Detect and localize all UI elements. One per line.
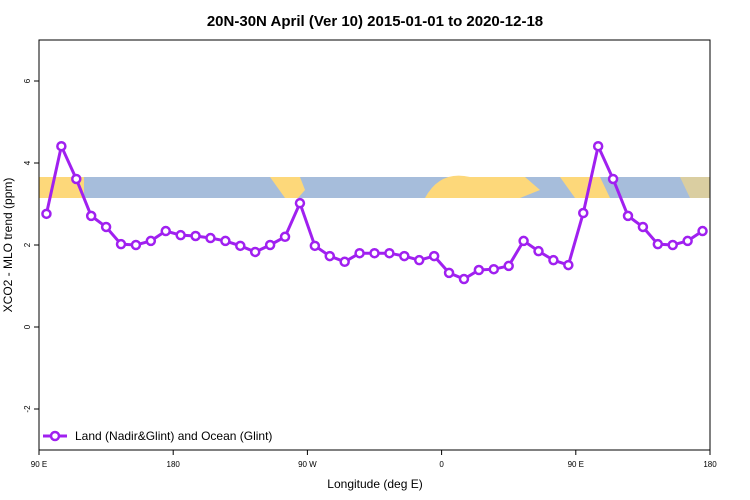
data-point [697, 225, 708, 237]
x-tick-label: 180 [167, 460, 181, 469]
data-point [145, 235, 157, 247]
x-tick-label: 90 E [568, 460, 584, 469]
data-point [220, 235, 231, 247]
data-point [235, 240, 246, 252]
data-point [458, 273, 470, 285]
data-point [384, 247, 395, 259]
legend-marker [49, 430, 61, 442]
data-point [682, 235, 693, 247]
data-point [578, 207, 589, 219]
data-point [130, 239, 142, 251]
data-point [428, 250, 440, 262]
data-point [190, 230, 201, 242]
data-point [622, 210, 634, 222]
data-point [563, 259, 574, 271]
data-point [324, 250, 336, 262]
data-point [279, 231, 291, 243]
data-point [264, 239, 276, 251]
data-point [592, 140, 604, 152]
data-point [503, 260, 514, 272]
data-point [607, 173, 619, 185]
data-point [399, 250, 410, 262]
map-strip [39, 175, 710, 198]
data-point [637, 221, 649, 233]
legend-label: Land (Nadir&Glint) and Ocean (Glint) [75, 429, 272, 443]
data-point [294, 197, 306, 209]
data-point [652, 238, 664, 250]
data-point [41, 208, 52, 220]
data-point [354, 247, 365, 259]
data-point [100, 221, 112, 233]
data-point [339, 256, 350, 268]
x-tick-label: 0 [439, 460, 444, 469]
y-tick-label: 6 [23, 78, 32, 83]
chart-title: 20N-30N April (Ver 10) 2015-01-01 to 202… [207, 13, 543, 30]
data-point [667, 239, 678, 251]
data-point [160, 225, 171, 237]
y-tick-label: -2 [23, 405, 32, 413]
x-tick-label: 90 W [298, 460, 317, 469]
x-tick-label: 180 [703, 460, 717, 469]
data-point [71, 173, 82, 185]
data-point [175, 229, 186, 241]
data-point [56, 140, 67, 152]
x-tick-label: 90 E [31, 460, 47, 469]
data-point [309, 240, 321, 252]
data-point [548, 254, 559, 266]
data-point [115, 238, 127, 250]
data-point [473, 264, 485, 276]
data-point [205, 232, 216, 244]
y-tick-label: 4 [23, 160, 32, 165]
data-point [369, 247, 380, 259]
data-point [443, 267, 455, 279]
data-point [249, 246, 261, 258]
y-tick-label: 0 [23, 324, 32, 329]
y-tick-label: 2 [23, 242, 32, 247]
data-point [85, 210, 97, 222]
data-point [533, 245, 544, 257]
x-axis-label: Longitude (deg E) [327, 477, 422, 491]
data-point [518, 235, 529, 247]
data-point [488, 263, 500, 275]
y-axis-label: XCO2 - MLO trend (ppm) [1, 178, 15, 313]
data-point [413, 254, 425, 266]
